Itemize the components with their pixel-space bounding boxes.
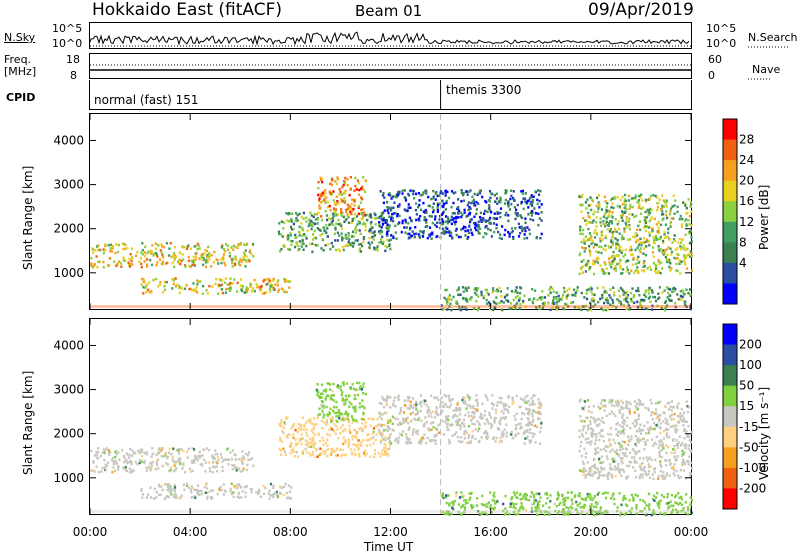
power-colorbar-tick-4: 12	[739, 215, 754, 229]
freq-nave-panel	[89, 53, 692, 79]
velocity-y-tick-3: 4000	[53, 338, 84, 352]
cpid-segment-normal: normal (fast) 151	[94, 93, 199, 107]
nave-tick-high: 60	[708, 53, 722, 66]
power-echo-region-4	[378, 189, 543, 240]
velocity-y-tick-0: 1000	[53, 471, 84, 485]
velocity-colorbar-segment-5	[723, 426, 737, 448]
x-axis-label: Time UT	[364, 540, 414, 554]
power-echo-region-1	[140, 277, 292, 295]
freq-tick-high: 18	[66, 53, 80, 66]
velocity-colorbar-segment-2	[723, 365, 737, 387]
velocity-echo-region-6	[440, 491, 694, 517]
power-colorbar-segment-3	[723, 180, 737, 202]
velocity-colorbar-tick-7: -200	[739, 481, 766, 495]
power-echo-region-3	[315, 175, 368, 218]
power-echo-region-6	[440, 286, 692, 312]
x-tick-5: 20:00	[574, 525, 609, 539]
velocity-echo-region-0	[90, 447, 255, 474]
power-colorbar-tick-3: 16	[739, 194, 754, 208]
power-colorbar-segment-1	[723, 139, 737, 161]
power-y-tick-0: 1000	[53, 266, 84, 280]
power-y-tick-2: 3000	[53, 178, 84, 192]
nsearch-label: N.Search	[748, 31, 798, 44]
power-echo-region-5	[578, 193, 694, 276]
power-colorbar-segment-4	[723, 201, 737, 223]
power-echo-region-0	[90, 242, 255, 269]
velocity-colorbar-segment-0	[723, 324, 737, 346]
cpid-label: CPID	[6, 91, 36, 104]
power-colorbar-segment-2	[723, 160, 737, 182]
x-tick-0: 00:00	[73, 525, 108, 539]
power-echo-region-2	[277, 211, 393, 254]
freq-tick-low: 8	[70, 69, 77, 82]
cpid-panel	[89, 80, 692, 110]
nsky-label: N.Sky	[4, 31, 36, 44]
velocity-colorbar-segment-4	[723, 406, 737, 428]
velocity-y-tick-1: 2000	[53, 427, 84, 441]
power-y-tick-3: 4000	[53, 133, 84, 147]
power-colorbar-segment-0	[723, 119, 737, 141]
velocity-echo-region-5	[578, 398, 693, 481]
velocity-echo-region-3	[315, 381, 367, 423]
power-colorbar-segment-7	[723, 262, 737, 284]
power-colorbar-tick-0: 28	[739, 133, 754, 147]
power-y-tick-1: 2000	[53, 222, 84, 236]
noise-tick-high-right: 10^5	[706, 22, 737, 35]
x-tick-4: 16:00	[473, 525, 508, 539]
power-colorbar-segment-5	[723, 221, 737, 243]
beam-label: Beam 01	[355, 2, 423, 20]
noise-tick-low-left: 10^0	[52, 37, 83, 50]
nsky-trace	[89, 31, 690, 46]
velocity-colorbar-tick-2: 50	[739, 379, 754, 393]
velocity-colorbar-tick-6: -100	[739, 461, 766, 475]
velocity-colorbar-tick-1: 100	[739, 358, 762, 372]
nave-label: Nave	[752, 63, 781, 76]
noise-tick-high-left: 10^5	[52, 22, 83, 35]
velocity-colorbar-segment-1	[723, 344, 737, 366]
date-label: 09/Apr/2019	[588, 0, 694, 20]
velocity-colorbar-frame	[722, 323, 738, 510]
velocity-colorbar-segment-3	[723, 385, 737, 407]
velocity-colorbar-segment-6	[723, 447, 737, 469]
power-colorbar-segment-6	[723, 242, 737, 264]
velocity-colorbar-tick-0: 200	[739, 338, 762, 352]
freq-label: Freq.	[4, 53, 32, 66]
power-colorbar-tick-6: 4	[739, 256, 747, 270]
velocity-colorbar-tick-5: -50	[739, 440, 759, 454]
velocity-panel-frame	[89, 318, 692, 515]
velocity-colorbar-segment-7	[723, 467, 737, 489]
cpid-segment-themis: themis 3300	[446, 83, 522, 97]
power-colorbar-frame	[722, 118, 738, 305]
station-title: Hokkaido East (fitACF)	[92, 0, 283, 20]
velocity-y-tick-2: 3000	[53, 383, 84, 397]
noise-tick-low-right: 10^0	[706, 37, 737, 50]
nave-tick-low: 0	[708, 69, 715, 82]
velocity-echo-region-2	[278, 416, 392, 459]
x-tick-1: 04:00	[173, 525, 208, 539]
velocity-colorbar-segment-8	[723, 488, 737, 510]
noise-panel	[89, 22, 692, 49]
power-colorbar-tick-5: 8	[739, 235, 747, 249]
velocity-colorbar-tick-3: 15	[739, 399, 754, 413]
power-colorbar-tick-2: 20	[739, 174, 754, 188]
x-tick-2: 08:00	[273, 525, 308, 539]
x-tick-3: 12:00	[373, 525, 408, 539]
freq-unit-label: [MHz]	[4, 65, 37, 78]
x-tick-6: 00:00	[674, 525, 709, 539]
power-colorbar-tick-1: 24	[739, 153, 754, 167]
power-colorbar-segment-8	[723, 283, 737, 305]
velocity-colorbar-tick-4: -15	[739, 420, 759, 434]
velocity-echo-region-1	[140, 482, 293, 501]
velocity-echo-region-4	[378, 394, 543, 445]
